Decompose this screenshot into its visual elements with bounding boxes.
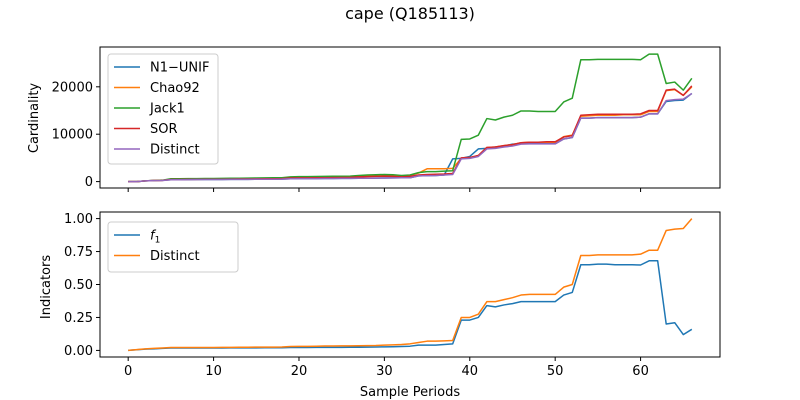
indicators-legend-label-0: f1: [150, 229, 160, 246]
cardinality-y-tick-label: 10000: [52, 128, 93, 143]
cardinality-legend-box: [107, 53, 219, 165]
y-axis-label-cardinality: Cardinality: [27, 83, 42, 154]
indicators-series-line-1: [128, 218, 693, 352]
cardinality-axes-frame: [99, 46, 721, 189]
indicators-x-tick-label: 0: [124, 364, 132, 379]
indicators-x-tick-label: 60: [632, 364, 649, 379]
indicators-x-tick-label: 30: [376, 364, 393, 379]
indicators-legend-label-1: Distinct: [150, 249, 200, 264]
figure-title: cape (Q185113): [345, 4, 475, 23]
cardinality-series-line-4: [128, 92, 693, 183]
cardinality-legend-label-2: Jack1: [149, 102, 185, 117]
cardinality-legend: N1−UNIF Chao92 Jack1 SOR Distinct: [107, 53, 219, 165]
cardinality-y-tick-label: 0: [85, 175, 93, 190]
indicators-x-tick-label: 10: [205, 364, 222, 379]
indicators-legend: f1 Distinct: [107, 221, 239, 273]
indicators-x-tick-label: 40: [462, 364, 479, 379]
y-axis-label-indicators: Indicators: [39, 255, 54, 319]
cardinality-legend-label-3: SOR: [150, 122, 178, 137]
cardinality-series-line-2: [128, 53, 693, 183]
x-axis-label: Sample Periods: [360, 385, 460, 400]
indicators-y-tick-label: 0.50: [64, 278, 93, 293]
cardinality-y-tick-label: 20000: [52, 80, 93, 95]
indicators-y-tick-label: 0.75: [64, 245, 93, 260]
indicators-panel: Indicators 0 10 20 30 40 50 60 0.00 0.25 0.50 0.75…: [39, 211, 721, 379]
indicators-y-tick-label: 1.00: [64, 212, 93, 227]
indicators-x-tick-label: 50: [547, 364, 564, 379]
indicators-x-tick-label: 20: [291, 364, 308, 379]
cardinality-legend-label-4: Distinct: [150, 143, 200, 158]
cardinality-legend-label-1: Chao92: [150, 81, 200, 96]
indicators-legend-box: [107, 221, 239, 273]
cardinality-legend-label-0: N1−UNIF: [150, 61, 209, 76]
indicators-y-tick-label: 0.25: [64, 311, 93, 326]
indicators-y-tick-label: 0.00: [64, 344, 93, 359]
cardinality-panel: Cardinality 0 10000 20000 N1−UNIF Chao92 Jack…: [27, 46, 721, 192]
